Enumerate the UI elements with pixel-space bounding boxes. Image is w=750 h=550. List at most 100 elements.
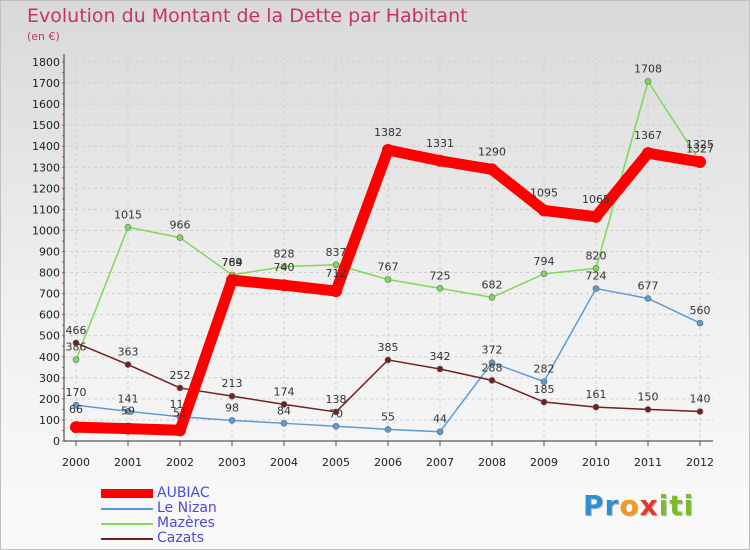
data-point-aubiac — [122, 422, 134, 435]
data-label-cazats: 161 — [586, 388, 607, 401]
y-tick-label: 400 — [39, 351, 60, 364]
x-tick-label: 2010 — [582, 456, 610, 469]
y-tick-label: 700 — [39, 288, 60, 301]
data-point-le-nizan — [592, 285, 600, 292]
x-tick-label: 2005 — [322, 456, 350, 469]
data-label-le-nizan: 141 — [118, 392, 139, 405]
data-point-cazats — [644, 406, 652, 413]
logo-letter: r — [604, 489, 620, 522]
data-point-aubiac — [278, 279, 290, 292]
data-label-aubiac: 1095 — [530, 186, 558, 199]
y-tick-label: 1600 — [32, 98, 60, 111]
data-point-mazeres — [124, 223, 132, 231]
data-point-mazeres — [384, 276, 392, 283]
data-point-cazats — [696, 408, 704, 415]
data-label-cazats: 185 — [534, 383, 555, 396]
data-label-aubiac: 66 — [69, 403, 83, 416]
data-point-aubiac — [538, 204, 550, 217]
data-point-le-nizan — [72, 401, 80, 409]
y-tick-label: 1100 — [32, 203, 60, 216]
data-label-cazats: 288 — [482, 361, 503, 374]
data-point-aubiac — [694, 156, 706, 169]
data-label-aubiac: 59 — [121, 405, 135, 418]
data-label-mazeres: 794 — [534, 255, 555, 268]
x-tick-label: 2002 — [166, 456, 194, 469]
data-point-cazats — [384, 356, 392, 364]
chart-subtitle: (en €) — [27, 30, 60, 43]
data-label-aubiac: 1367 — [634, 129, 662, 142]
data-label-le-nizan: 560 — [690, 304, 711, 317]
data-label-le-nizan: 170 — [66, 386, 87, 399]
data-point-aubiac — [642, 147, 654, 160]
data-point-cazats — [436, 365, 444, 373]
data-label-mazeres: 682 — [482, 278, 503, 291]
x-tick-label: 2004 — [270, 456, 298, 469]
data-point-mazeres — [644, 78, 652, 85]
data-point-le-nizan — [124, 408, 132, 415]
data-point-aubiac — [70, 421, 82, 434]
y-tick-label: 200 — [39, 393, 60, 406]
data-label-le-nizan: 55 — [381, 410, 395, 423]
data-point-le-nizan — [280, 420, 288, 427]
data-point-cazats — [124, 361, 132, 368]
data-label-mazeres: 1015 — [114, 208, 142, 221]
x-tick-label: 2009 — [530, 456, 558, 469]
data-point-mazeres — [280, 263, 288, 270]
legend-swatch-mazeres — [101, 523, 153, 525]
y-tick-label: 100 — [39, 414, 60, 427]
y-tick-label: 800 — [39, 267, 60, 280]
data-point-le-nizan — [696, 319, 704, 327]
logo-letter: i — [658, 489, 670, 522]
data-label-aubiac: 1290 — [478, 145, 506, 158]
data-label-aubiac: 740 — [274, 261, 295, 274]
y-tick-label: 0 — [53, 435, 60, 448]
data-label-cazats: 174 — [274, 385, 295, 398]
data-label-mazeres: 820 — [586, 249, 607, 262]
x-tick-label: 2011 — [634, 456, 662, 469]
proxiti-logo: Proxiti — [583, 489, 694, 522]
data-point-cazats — [332, 408, 340, 416]
x-tick-label: 2012 — [686, 456, 714, 469]
data-label-cazats: 150 — [638, 390, 659, 403]
legend-swatch-cazats — [101, 538, 153, 540]
data-label-aubiac: 51 — [173, 406, 187, 419]
data-label-mazeres: 1708 — [634, 62, 662, 75]
data-point-cazats — [280, 401, 288, 408]
data-point-mazeres — [592, 265, 600, 272]
data-label-aubiac: 1325 — [686, 138, 714, 151]
x-tick-label: 2001 — [114, 456, 142, 469]
data-label-le-nizan: 98 — [225, 401, 239, 414]
data-point-le-nizan — [332, 422, 340, 430]
logo-letter: x — [639, 489, 659, 522]
data-label-mazeres: 828 — [274, 248, 295, 261]
y-tick-label: 1300 — [32, 161, 60, 174]
data-label-cazats: 140 — [690, 393, 711, 406]
data-point-mazeres — [332, 261, 340, 269]
data-point-aubiac — [174, 424, 186, 437]
data-label-le-nizan: 724 — [586, 270, 607, 283]
data-point-le-nizan — [644, 295, 652, 302]
data-label-mazeres: 1327 — [686, 143, 714, 156]
legend-label-le-nizan: Le Nizan — [157, 500, 217, 516]
data-label-aubiac: 1382 — [374, 126, 402, 139]
data-label-le-nizan: 677 — [638, 279, 659, 292]
legend-label-aubiac: AUBIAC — [157, 485, 210, 501]
data-label-mazeres: 725 — [430, 269, 451, 282]
x-tick-label: 2008 — [478, 456, 506, 469]
data-label-le-nizan: 282 — [534, 363, 555, 376]
data-point-aubiac — [434, 154, 446, 167]
data-label-mazeres: 767 — [378, 261, 399, 274]
data-point-le-nizan — [228, 417, 236, 424]
data-point-le-nizan — [436, 428, 444, 436]
y-tick-label: 900 — [39, 246, 60, 259]
data-label-cazats: 138 — [326, 393, 347, 406]
data-point-cazats — [540, 398, 548, 406]
data-label-mazeres: 386 — [66, 341, 87, 354]
x-tick-label: 2000 — [62, 456, 90, 469]
legend-swatch-le-nizan — [101, 508, 153, 510]
data-point-mazeres — [436, 285, 444, 292]
y-tick-label: 600 — [39, 309, 60, 322]
y-tick-label: 1000 — [32, 224, 60, 237]
data-label-aubiac: 764 — [222, 256, 243, 269]
